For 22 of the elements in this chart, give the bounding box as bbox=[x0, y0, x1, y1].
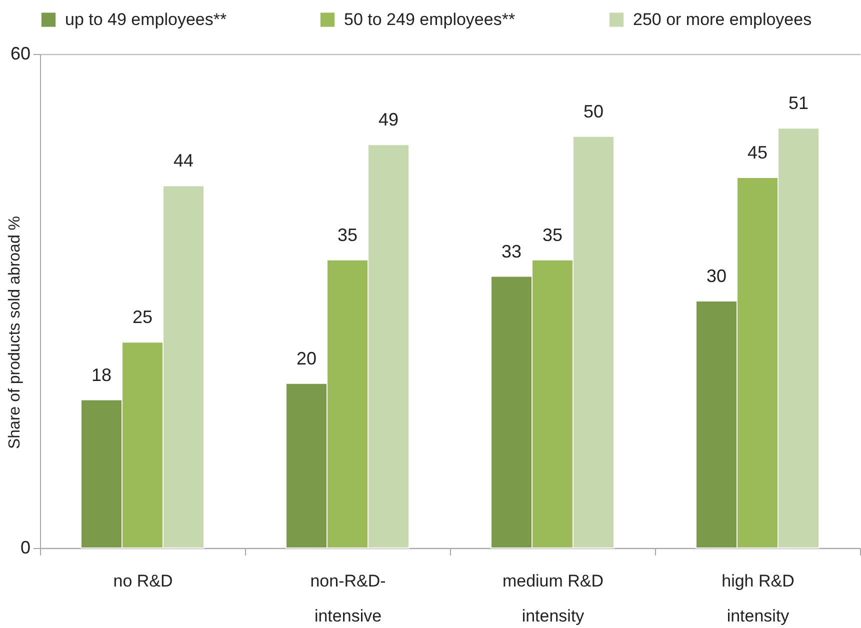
legend-label: up to 49 employees** bbox=[65, 10, 227, 29]
data-label: 18 bbox=[91, 364, 112, 385]
x-tick-label: medium R&D intensity bbox=[502, 572, 604, 626]
data-label: 51 bbox=[788, 93, 809, 114]
legend-label: 50 to 249 employees** bbox=[344, 10, 516, 29]
data-label: 50 bbox=[583, 101, 604, 122]
data-label: 35 bbox=[542, 224, 563, 245]
data-label: 49 bbox=[378, 110, 399, 130]
x-tick-label: non-R&D- intensive bbox=[310, 572, 386, 626]
x-tick-label: no R&D bbox=[113, 572, 173, 590]
data-label: 45 bbox=[747, 142, 768, 162]
data-label: 20 bbox=[296, 348, 317, 368]
data-label: 33 bbox=[501, 241, 522, 262]
y-tick-label: 60 bbox=[10, 44, 30, 64]
x-tick-label: high R&D intensity bbox=[722, 572, 794, 626]
data-label: 44 bbox=[173, 150, 194, 171]
data-label: 30 bbox=[706, 266, 727, 286]
data-label: 35 bbox=[337, 224, 358, 245]
legend-label: 250 or more employees bbox=[633, 10, 812, 29]
y-tick-label: 0 bbox=[20, 538, 30, 558]
y-axis-title: Share of products sold abroad % bbox=[6, 216, 24, 450]
data-label: 25 bbox=[132, 307, 153, 328]
